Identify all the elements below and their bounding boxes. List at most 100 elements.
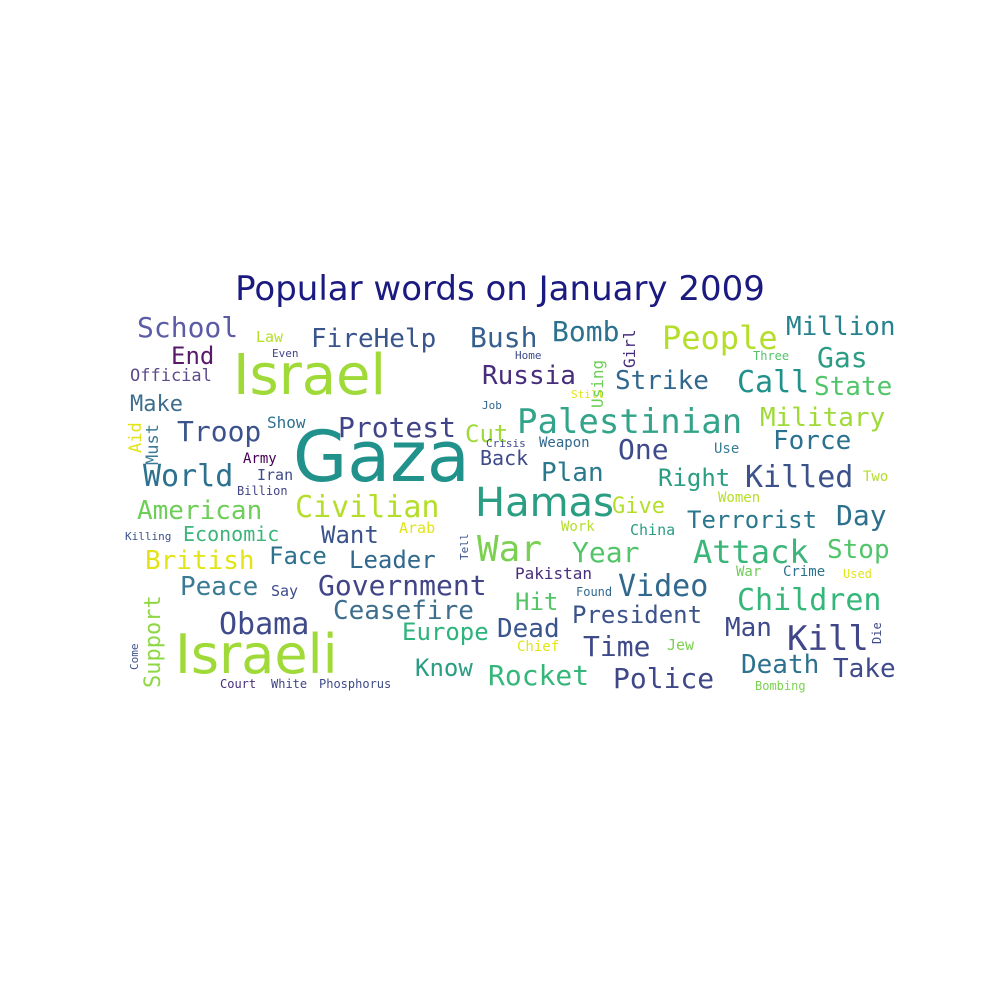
word-plan: Plan	[541, 458, 604, 488]
word-children: Children	[737, 583, 882, 618]
word-killing: Killing	[125, 530, 172, 543]
word-killed: Killed	[745, 460, 854, 495]
word-weapon: Weapon	[539, 435, 590, 451]
word-come: Come	[128, 643, 141, 671]
word-peace: Peace	[180, 572, 259, 602]
word-jew: Jew	[667, 636, 695, 654]
word-iran: Iran	[257, 466, 294, 484]
word-hit: Hit	[515, 588, 559, 616]
word-british: British	[145, 546, 255, 576]
word-cut: Cut	[465, 420, 509, 448]
word-three: Three	[753, 349, 790, 363]
word-law: Law	[256, 328, 284, 346]
word-die: Die	[870, 622, 884, 644]
word-tell: Tell	[458, 533, 471, 561]
word-arab: Arab	[399, 519, 436, 537]
word-phosphorus: Phosphorus	[319, 677, 392, 691]
word-president: President	[572, 601, 703, 629]
word-dead: Dead	[497, 614, 560, 644]
word-found: Found	[576, 585, 613, 599]
word-show: Show	[267, 413, 306, 432]
word-say: Say	[271, 582, 299, 600]
word-girl: Girl	[620, 329, 639, 368]
word-back: Back	[480, 446, 529, 470]
word-attack: Attack	[693, 533, 809, 571]
word-strike: Strike	[615, 366, 709, 396]
word-work: Work	[561, 519, 595, 535]
word-using: Using	[588, 359, 607, 408]
word-must: Must	[143, 424, 163, 465]
word-still: Still	[571, 388, 605, 401]
word-army: Army	[243, 451, 277, 467]
word-want: Want	[321, 521, 379, 549]
word-force: Force	[773, 426, 852, 456]
word-time: Time	[583, 630, 651, 663]
word-civilian: Civilian	[295, 490, 440, 525]
word-terrorist: Terrorist	[687, 506, 818, 534]
word-troop: Troop	[177, 415, 262, 448]
word-one: One	[618, 433, 669, 466]
word-government: Government	[318, 569, 487, 602]
word-job: Job	[482, 399, 502, 412]
word-official: Official	[130, 366, 212, 386]
word-obama: Obama	[219, 607, 310, 642]
word-school: School	[137, 311, 239, 344]
word-two: Two	[863, 469, 889, 485]
word-video: Video	[618, 569, 709, 604]
word-crime: Crime	[783, 564, 826, 580]
word-bombing: Bombing	[755, 679, 806, 693]
word-million: Million	[786, 312, 896, 342]
word-death: Death	[741, 650, 820, 680]
word-day: Day	[836, 499, 887, 532]
word-support: Support	[141, 595, 166, 688]
word-billion: Billion	[237, 484, 288, 498]
word-man: Man	[725, 613, 772, 643]
word-cloud: Gaza Israel Israeli Hamas Palestinian Civilia…	[125, 310, 900, 700]
word-home: Home	[515, 349, 542, 362]
word-israeli: Israeli	[175, 623, 338, 686]
word-call: Call	[737, 365, 810, 400]
word-kill: Kill	[787, 619, 869, 659]
word-protest: Protest	[338, 411, 457, 444]
word-bush: Bush	[470, 321, 538, 354]
word-chief: Chief	[517, 639, 560, 655]
word-gaza: Gaza	[293, 416, 470, 498]
word-crisis: Crisis	[486, 437, 526, 450]
word-firehelp: FireHelp	[311, 324, 437, 354]
word-take: Take	[833, 654, 896, 684]
word-know: Know	[415, 654, 473, 682]
word-war: War	[736, 564, 762, 580]
word-people: People	[662, 319, 778, 357]
word-israel: Israel	[233, 343, 387, 408]
word-give: Give	[612, 494, 665, 519]
word-rocket: Rocket	[488, 659, 590, 692]
word-military: Military	[760, 403, 886, 433]
word-used: Used	[843, 567, 872, 581]
word-use: Use	[714, 441, 740, 457]
word-palestinian: Palestinian	[517, 402, 743, 442]
word-war: War	[477, 529, 543, 570]
word-hamas: Hamas	[475, 480, 614, 526]
word-make: Make	[130, 392, 183, 417]
word-end: End	[171, 342, 215, 370]
word-court: Court	[220, 677, 257, 691]
word-china: China	[630, 521, 676, 539]
word-europe: Europe	[402, 618, 489, 646]
word-right: Right	[658, 464, 731, 492]
word-ceasefire: Ceasefire	[333, 596, 474, 626]
word-state: State	[814, 372, 893, 402]
word-economic: Economic	[183, 522, 280, 546]
word-police: Police	[613, 662, 715, 695]
word-face: Face	[269, 542, 327, 570]
word-gas: Gas	[817, 341, 868, 374]
word-american: American	[137, 496, 263, 526]
word-white: White	[271, 677, 308, 691]
word-women: Women	[718, 490, 761, 506]
word-bomb: Bomb	[552, 315, 620, 348]
word-even: Even	[272, 347, 299, 360]
word-world: World	[143, 459, 234, 494]
word-russia: Russia	[482, 361, 576, 391]
chart-title: Popular words on January 2009	[235, 269, 765, 309]
word-pakistan: Pakistan	[515, 564, 593, 583]
word-leader: Leader	[349, 546, 436, 574]
